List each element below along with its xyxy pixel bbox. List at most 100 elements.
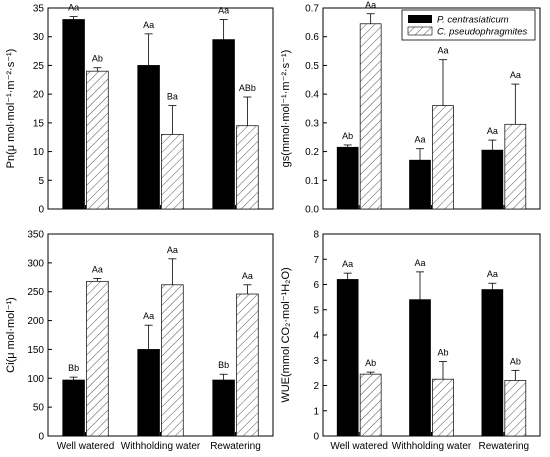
bar-series-1 bbox=[481, 149, 504, 210]
y-tick-label: 5 bbox=[313, 305, 319, 316]
y-tick-label: 0 bbox=[38, 432, 44, 443]
bar-series-2 bbox=[504, 380, 527, 437]
y-tick-label: 0.7 bbox=[305, 4, 319, 15]
significance-label: ABb bbox=[239, 83, 256, 93]
bar-series-1 bbox=[137, 349, 160, 437]
panel-water-use-efficiency: 0 1 2 3 4 5 6 7 8 WUE(mmol CO₂·mol⁻¹H₂O) Well wate… bbox=[280, 230, 541, 452]
significance-label: Aa bbox=[143, 311, 154, 321]
y-axis-label: gs(mmol·mol⁻¹·m⁻²·s⁻¹) bbox=[280, 50, 292, 168]
panel-photosynthesis-rate: 0 5 10 15 20 25 30 35 Pn(μ mol·mol⁻¹·m⁻²·s⁻¹) Aa A… bbox=[5, 3, 274, 216]
bar-series-2 bbox=[359, 373, 382, 437]
bar-series-1 bbox=[62, 19, 85, 210]
x-tick-label: Withholding water bbox=[392, 441, 472, 452]
bar-series-1 bbox=[62, 379, 85, 437]
significance-label: Aa bbox=[487, 126, 498, 136]
legend-label-series-2: C. pseudophragmites bbox=[437, 27, 528, 38]
significance-label: Aa bbox=[342, 259, 353, 269]
panel-intercellular-co2: 0 50 100 150 200 250 300 350 Ci(μ mol·mol⁻¹) Well… bbox=[5, 230, 274, 452]
bar-series-2 bbox=[504, 123, 527, 210]
bar-series-1 bbox=[336, 146, 359, 210]
significance-label: Aa bbox=[92, 264, 103, 274]
significance-label: Ab bbox=[342, 131, 353, 141]
y-tick-label: 6 bbox=[313, 280, 319, 291]
significance-label: Aa bbox=[365, 0, 376, 10]
y-tick-label: 5 bbox=[38, 176, 44, 187]
significance-label: Ab bbox=[365, 358, 376, 368]
y-tick-label: 100 bbox=[27, 374, 44, 385]
x-tick-label: Well watered bbox=[330, 441, 388, 452]
x-tick-label: Well watered bbox=[57, 441, 115, 452]
y-tick-label: 25 bbox=[33, 61, 45, 72]
bar-series-1 bbox=[137, 65, 160, 210]
y-tick-label: 200 bbox=[27, 316, 44, 327]
significance-label: Ab bbox=[92, 54, 103, 64]
x-tick-label: Rewatering bbox=[479, 441, 530, 452]
legend: P. centrasiaticum C. pseudophragmites bbox=[401, 9, 536, 41]
y-tick-label: 0 bbox=[313, 432, 319, 443]
significance-label: Aa bbox=[218, 5, 229, 15]
y-axis-label: Ci(μ mol·mol⁻¹) bbox=[5, 297, 17, 373]
significance-label: Ab bbox=[437, 348, 448, 358]
x-tick-label: Rewatering bbox=[210, 441, 261, 452]
y-tick-label: 0.5 bbox=[305, 61, 319, 72]
bar-series-2 bbox=[236, 125, 259, 210]
significance-label: Ab bbox=[510, 356, 521, 366]
bar-series-2 bbox=[236, 293, 259, 437]
y-tick-label: 7 bbox=[313, 255, 319, 266]
significance-label: Aa bbox=[68, 3, 79, 13]
y-tick-label: 50 bbox=[33, 403, 45, 414]
y-tick-label: 20 bbox=[33, 90, 45, 101]
bar-series-1 bbox=[212, 39, 235, 210]
significance-label: Aa bbox=[415, 135, 426, 145]
bar-series-2 bbox=[86, 280, 109, 437]
y-tick-label: 1 bbox=[313, 406, 319, 417]
legend-label-series-1: P. centrasiaticum bbox=[437, 15, 509, 26]
bar-series-1 bbox=[481, 289, 504, 437]
significance-label: Bb bbox=[218, 360, 229, 370]
significance-label: Aa bbox=[167, 245, 178, 255]
significance-label: Aa bbox=[415, 258, 426, 268]
y-tick-label: 300 bbox=[27, 258, 44, 269]
significance-label: Aa bbox=[510, 70, 521, 80]
bar-series-1 bbox=[409, 159, 431, 210]
significance-label: Ba bbox=[167, 92, 178, 102]
y-tick-label: 0.2 bbox=[305, 147, 319, 158]
y-tick-label: 0 bbox=[38, 205, 44, 216]
x-tick-label: Withholding water bbox=[121, 441, 201, 452]
y-tick-label: 350 bbox=[27, 230, 44, 241]
legend-swatch-series-2 bbox=[407, 26, 433, 36]
y-tick-label: 15 bbox=[33, 118, 45, 129]
y-tick-label: 3 bbox=[313, 356, 319, 367]
bar-series-2 bbox=[161, 133, 184, 210]
y-tick-label: 10 bbox=[33, 147, 45, 158]
significance-label: Aa bbox=[242, 271, 253, 281]
bar-series-1 bbox=[409, 299, 431, 437]
y-tick-label: 0.0 bbox=[305, 205, 319, 216]
y-tick-label: 150 bbox=[27, 345, 44, 356]
y-tick-label: 250 bbox=[27, 287, 44, 298]
y-axis-label: WUE(mmol CO₂·mol⁻¹H₂O) bbox=[280, 267, 292, 402]
legend-swatch-series-1 bbox=[408, 15, 432, 23]
significance-label: Bb bbox=[68, 363, 79, 373]
bar-series-2 bbox=[432, 378, 454, 437]
bar-series-1 bbox=[336, 279, 359, 437]
y-tick-label: 35 bbox=[33, 4, 45, 15]
y-tick-label: 0.6 bbox=[305, 32, 319, 43]
bar-series-1 bbox=[212, 379, 235, 437]
y-axis-label: Pn(μ mol·mol⁻¹·m⁻²·s⁻¹) bbox=[5, 49, 17, 169]
y-tick-label: 0.1 bbox=[305, 176, 319, 187]
bar-series-2 bbox=[359, 23, 382, 210]
y-tick-label: 2 bbox=[313, 381, 319, 392]
significance-label: Aa bbox=[437, 46, 448, 56]
bar-series-2 bbox=[161, 284, 184, 437]
y-tick-label: 0.3 bbox=[305, 118, 319, 129]
bar-series-2 bbox=[432, 105, 454, 210]
bar-series-2 bbox=[86, 70, 109, 210]
significance-label: Aa bbox=[487, 269, 498, 279]
y-tick-label: 0.4 bbox=[305, 90, 319, 101]
y-tick-label: 8 bbox=[313, 230, 319, 241]
y-tick-label: 30 bbox=[33, 32, 45, 43]
panel-stomatal-conductance: 0.0 0.1 0.2 0.3 0.4 0.5 0.6 0.7 gs(mmol·mol⁻¹·m⁻… bbox=[280, 0, 541, 216]
y-tick-label: 4 bbox=[313, 331, 319, 342]
